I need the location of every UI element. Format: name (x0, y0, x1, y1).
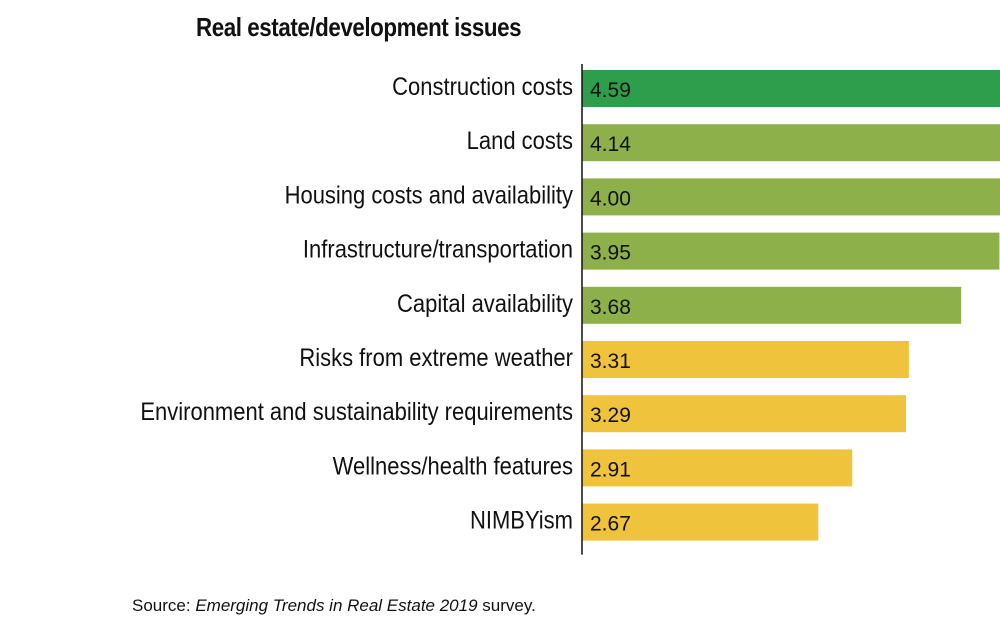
bar-7 (582, 449, 853, 487)
value-label-1: 4.14 (590, 133, 631, 156)
source-publication: Emerging Trends in Real Estate 2019 (195, 596, 478, 615)
category-label-1: Land costs (467, 127, 573, 155)
bar-4 (582, 286, 962, 324)
bar-6 (582, 395, 907, 433)
value-label-5: 3.31 (590, 350, 631, 373)
source-prefix: Source: (132, 596, 196, 615)
value-labels: 4.59 4.14 4.00 3.95 3.68 3.31 3.29 2.91 2.67 (590, 79, 631, 536)
value-label-0: 4.59 (590, 79, 631, 102)
category-labels: Construction costs Land costs Housing cost… (140, 73, 573, 534)
bar-2 (582, 178, 1000, 216)
value-label-2: 4.00 (590, 187, 631, 210)
value-label-8: 2.67 (590, 513, 631, 536)
category-label-8: NIMBYism (470, 506, 573, 534)
value-label-3: 3.95 (590, 242, 631, 265)
value-label-6: 3.29 (590, 404, 631, 427)
bar-3 (582, 232, 1000, 270)
category-label-2: Housing costs and availability (285, 181, 574, 209)
bars-layer (582, 70, 1000, 541)
bar-8 (582, 503, 819, 541)
source-suffix: survey. (477, 596, 536, 615)
category-label-7: Wellness/health features (333, 452, 573, 480)
category-label-5: Risks from extreme weather (299, 344, 573, 372)
category-label-0: Construction costs (392, 73, 573, 101)
value-label-7: 2.91 (590, 458, 631, 481)
value-label-4: 3.68 (590, 296, 631, 319)
category-label-4: Capital availability (397, 290, 573, 318)
bar-1 (582, 124, 1000, 162)
chart-title: Real estate/development issues (196, 12, 522, 42)
bar-5 (582, 341, 909, 378)
category-label-3: Infrastructure/transportation (303, 235, 573, 263)
bar-0 (582, 70, 1000, 107)
category-label-6: Environment and sustainability requireme… (140, 398, 573, 426)
source-note: Source: Emerging Trends in Real Estate 2… (132, 596, 536, 616)
